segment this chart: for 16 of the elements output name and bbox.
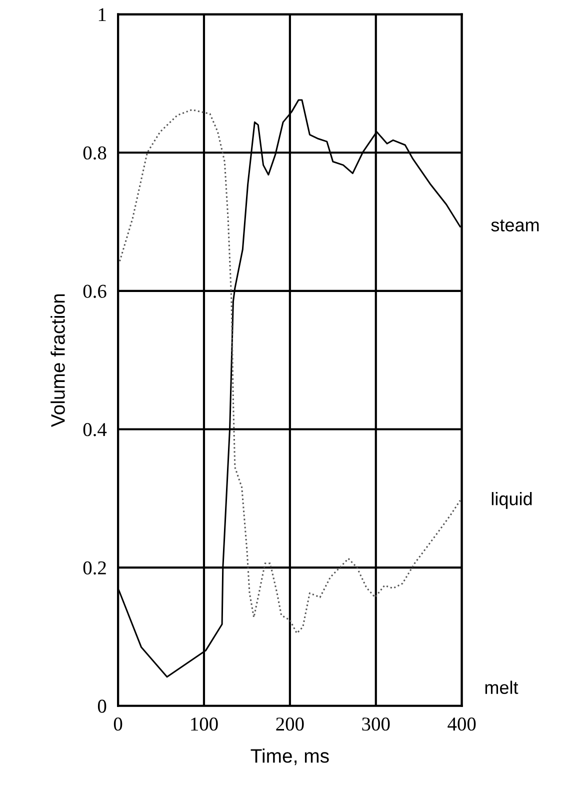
y-axis-title: Volume fraction	[50, 294, 65, 428]
x-tick-label: 400	[448, 718, 476, 731]
series-label: steam	[491, 220, 539, 232]
text: melt	[485, 680, 518, 694]
x-axis-title: Time, ms	[250, 748, 329, 766]
x-tick-label: 0	[114, 718, 122, 731]
y-tick-label: 0	[98, 700, 106, 713]
x-tick-label: 100	[191, 718, 218, 731]
series-label: liquid	[492, 492, 532, 509]
y-tick-label: 0.2	[83, 561, 106, 575]
y-tick-label: 0.8	[83, 146, 106, 160]
x-tick-label: 200	[276, 718, 304, 731]
x-tick-label: 300	[362, 718, 390, 731]
y-tick-label: 0.4	[83, 423, 107, 436]
y-tick-label: 0.6	[83, 284, 106, 298]
y-tick-label: 1	[98, 8, 106, 22]
